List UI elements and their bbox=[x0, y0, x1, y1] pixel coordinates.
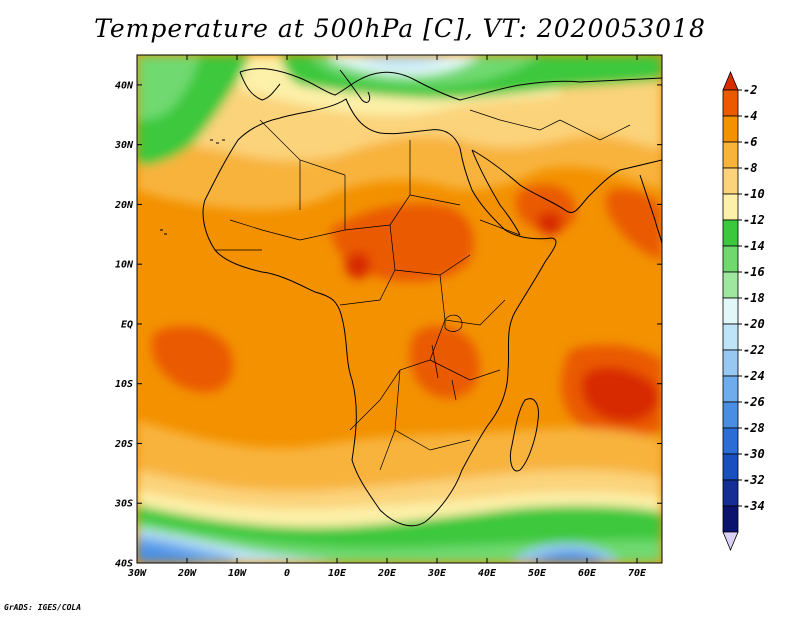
colorbar-swatch bbox=[722, 193, 739, 221]
lat-tick-label: 10S bbox=[115, 379, 133, 390]
colorbar-swatch bbox=[722, 401, 739, 429]
colorbar-bottom-triangle bbox=[722, 531, 739, 552]
lon-tick-label: 20W bbox=[177, 568, 197, 579]
africa-coastline bbox=[202, 98, 557, 527]
field-region-minus6-atlantic bbox=[151, 326, 234, 393]
temperature-field bbox=[137, 55, 662, 563]
plot-frame bbox=[136, 54, 663, 564]
cape-verde-islands bbox=[160, 229, 167, 235]
country-borders bbox=[215, 109, 631, 471]
lon-tick-label: 30W bbox=[127, 568, 147, 579]
colorbar-swatch bbox=[722, 271, 739, 299]
field-region-minus6-eastafrica bbox=[410, 326, 480, 399]
colorbar-label: -20 bbox=[743, 317, 765, 331]
colorbar-label: -16 bbox=[743, 265, 765, 279]
field-region-minus4-sahel bbox=[344, 252, 371, 279]
latitude-axis: 40N 30N 20N 10N EQ 10S 20S 30S 40S bbox=[114, 80, 662, 570]
colorbar-label: -12 bbox=[743, 213, 765, 227]
field-region-minus28-southwest bbox=[137, 545, 205, 563]
colorbar-swatch bbox=[722, 375, 739, 403]
longitude-axis: 30W 20W 10W 0 10E 20E 30E 40E 50E 60E 70E bbox=[127, 55, 647, 579]
colorbar-swatch bbox=[722, 505, 739, 533]
coastlines bbox=[160, 68, 662, 527]
iberia-coastline bbox=[239, 71, 281, 101]
colorbar-swatch bbox=[722, 297, 739, 325]
credit-text: GrADS: IGES/COLA bbox=[4, 603, 82, 612]
colorbar-label: -22 bbox=[743, 343, 765, 357]
lon-tick-label: 10W bbox=[228, 568, 247, 579]
colorbar-swatch bbox=[722, 349, 739, 377]
colorbar-label: -26 bbox=[743, 395, 765, 409]
lon-tick-label: 10E bbox=[328, 568, 347, 579]
lon-tick-label: 20E bbox=[377, 568, 397, 579]
field-region-minus22-north bbox=[360, 55, 450, 68]
india-coastline bbox=[639, 174, 662, 246]
colorbar-swatch bbox=[722, 219, 739, 247]
colorbar-swatch bbox=[722, 115, 739, 143]
colorbar: -2 -4 -6 -8 -10 -12 -14 -16 -18 -20 -22 -24 -26 -28 -3… bbox=[722, 70, 765, 552]
colorbar-swatch bbox=[722, 453, 739, 481]
lat-tick-label: 30S bbox=[114, 499, 133, 510]
field-region-minus6-india bbox=[606, 188, 662, 260]
lon-tick-label: 30E bbox=[427, 568, 447, 579]
colorbar-label: -24 bbox=[743, 369, 765, 383]
colorbar-label: -8 bbox=[743, 161, 757, 175]
lake-malawi bbox=[451, 379, 457, 401]
colorbar-label: -34 bbox=[743, 499, 765, 513]
colorbar-label: -14 bbox=[743, 239, 765, 253]
lat-tick-label: 20N bbox=[114, 200, 134, 211]
colorbar-top-triangle bbox=[722, 70, 739, 91]
colorbar-label: -4 bbox=[743, 109, 757, 123]
border-lines bbox=[215, 109, 631, 471]
lat-tick-label: EQ bbox=[121, 319, 133, 330]
colorbar-swatch bbox=[722, 89, 739, 117]
colorbar-label: -30 bbox=[743, 447, 765, 461]
colorbar-label: -10 bbox=[743, 187, 765, 201]
field-region-minus4-indianocean bbox=[581, 366, 659, 423]
madagascar-coastline bbox=[509, 398, 539, 472]
chart-title: Temperature at 500hPa [C], VT: 202005301… bbox=[94, 14, 706, 43]
canary-islands bbox=[210, 139, 225, 144]
lat-tick-label: 20S bbox=[114, 439, 133, 450]
lon-tick-label: 40E bbox=[478, 568, 497, 579]
lon-tick-label: 50E bbox=[528, 568, 547, 579]
lake-victoria bbox=[444, 314, 463, 332]
colorbar-swatch bbox=[722, 427, 739, 455]
colorbar-swatch bbox=[722, 245, 739, 273]
colorbar-swatch bbox=[722, 141, 739, 169]
arabia-coastline bbox=[471, 149, 662, 213]
colorbar-label: -28 bbox=[743, 421, 765, 435]
lat-tick-label: 40N bbox=[115, 80, 134, 91]
colorbar-swatch bbox=[722, 323, 739, 351]
colorbar-label: -6 bbox=[743, 135, 757, 149]
field-region-minus16-west bbox=[137, 55, 200, 120]
lake-tanganyika bbox=[431, 344, 439, 379]
colorbar-label: -32 bbox=[743, 473, 765, 487]
lon-tick-label: 60E bbox=[578, 568, 597, 579]
colorbar-label: -18 bbox=[743, 291, 765, 305]
colorbar-swatch bbox=[722, 167, 739, 195]
lat-tick-label: 30N bbox=[114, 140, 134, 151]
lat-tick-label: 10N bbox=[115, 260, 134, 271]
lat-tick-label: 40S bbox=[115, 559, 133, 570]
colorbar-label: -2 bbox=[743, 83, 757, 97]
lon-tick-label: 0 bbox=[284, 568, 290, 579]
red-sea-coastline bbox=[471, 149, 521, 236]
field-region-minus4-arabia bbox=[537, 211, 562, 235]
colorbar-swatch bbox=[722, 479, 739, 507]
europe-coastline bbox=[239, 68, 662, 101]
lon-tick-label: 70E bbox=[628, 568, 647, 579]
italy-coastline bbox=[339, 69, 371, 103]
